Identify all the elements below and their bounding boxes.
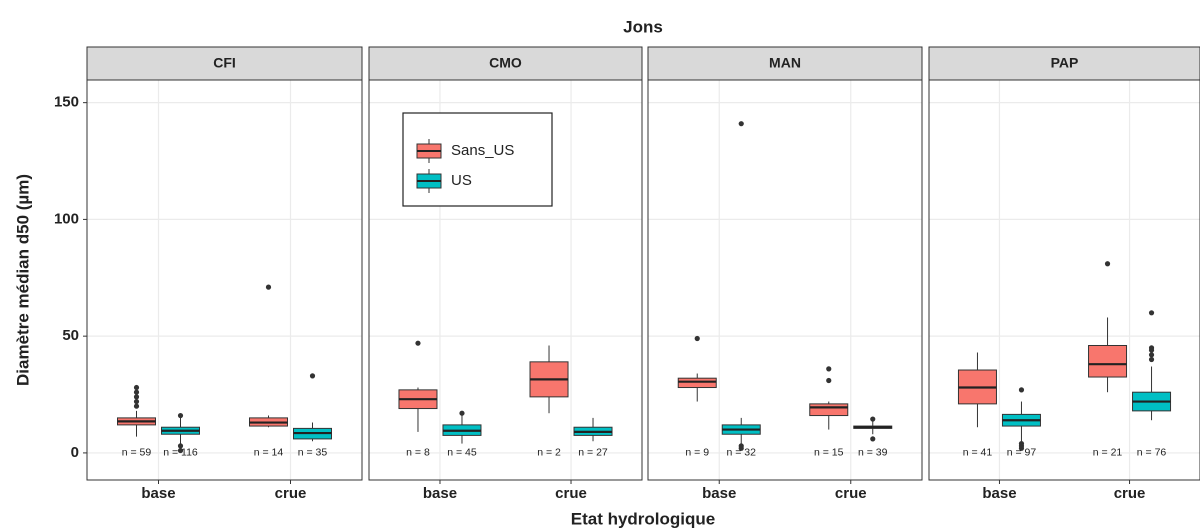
n-label: n = 41 — [963, 447, 993, 459]
y-axis-title: Diamètre médian d50 (µm) — [13, 174, 32, 386]
strip — [86, 46, 363, 81]
legend-label: US — [451, 172, 472, 189]
outlier — [133, 398, 140, 405]
panel-border — [368, 79, 643, 481]
chart-title: Jons — [623, 17, 663, 36]
outlier — [694, 335, 700, 342]
outlier — [1148, 352, 1155, 358]
box — [1088, 344, 1128, 378]
legend-box — [402, 112, 553, 207]
x-tick-label: crue — [1114, 485, 1146, 502]
outlier — [738, 121, 744, 127]
outlier — [265, 284, 272, 290]
n-label: n = 116 — [163, 447, 198, 459]
y-tick-label: 100 — [54, 210, 79, 227]
outlier — [133, 389, 140, 395]
strip-label: PAP — [1051, 55, 1079, 71]
panel-bg — [648, 80, 922, 480]
outlier — [415, 340, 421, 346]
n-label: n = 21 — [1093, 447, 1123, 459]
outlier — [1018, 387, 1025, 393]
outlier — [870, 416, 876, 422]
outlier — [870, 436, 876, 442]
outlier — [826, 366, 832, 372]
outlier — [177, 412, 184, 419]
x-tick-label: base — [141, 485, 175, 502]
y-tick-label: 0 — [71, 444, 79, 461]
x-tick-label: base — [423, 485, 457, 502]
strip — [928, 46, 1200, 81]
strip-label: CFI — [213, 55, 236, 71]
x-tick-label: base — [702, 485, 736, 502]
outlier — [309, 373, 316, 379]
n-label: n = 59 — [122, 447, 152, 459]
x-tick-label: base — [982, 485, 1016, 502]
n-label: n = 27 — [578, 447, 608, 459]
outlier — [133, 403, 140, 409]
strip-label: MAN — [769, 55, 801, 71]
panel-bg — [929, 80, 1200, 480]
strip-label: CMO — [489, 55, 522, 71]
box — [809, 403, 849, 417]
n-label: n = 14 — [254, 447, 284, 459]
outlier — [1148, 345, 1155, 351]
x-tick-label: crue — [275, 485, 307, 502]
n-label: n = 9 — [685, 447, 709, 459]
outlier — [826, 377, 832, 384]
panel-bg — [87, 80, 362, 480]
panel-border — [86, 79, 363, 481]
n-label: n = 35 — [298, 447, 328, 459]
outlier — [133, 394, 140, 400]
legend-label: Sans_US — [451, 142, 514, 159]
panel-border — [647, 79, 923, 481]
n-label: n = 97 — [1007, 447, 1037, 459]
n-label: n = 2 — [537, 447, 561, 459]
outlier — [1104, 261, 1111, 267]
x-tick-label: crue — [555, 485, 587, 502]
n-label: n = 32 — [726, 447, 756, 459]
outlier — [1148, 356, 1155, 363]
strip — [368, 46, 643, 81]
n-label: n = 8 — [406, 447, 430, 459]
x-axis-title: Etat hydrologique — [571, 509, 716, 528]
outlier — [133, 384, 140, 391]
strip — [647, 46, 923, 81]
n-label: n = 76 — [1137, 447, 1167, 459]
panel-border — [928, 79, 1200, 481]
n-label: n = 39 — [858, 447, 888, 459]
n-label: n = 45 — [447, 447, 477, 459]
outlier — [1148, 310, 1155, 316]
outlier — [1018, 445, 1025, 451]
outlier — [738, 445, 744, 451]
x-tick-label: crue — [835, 485, 867, 502]
box — [677, 377, 717, 389]
y-tick-label: 50 — [62, 327, 79, 344]
outlier — [177, 447, 184, 454]
n-label: n = 15 — [814, 447, 844, 459]
outlier — [177, 443, 184, 449]
y-tick-label: 150 — [54, 94, 79, 111]
outlier — [459, 410, 465, 416]
